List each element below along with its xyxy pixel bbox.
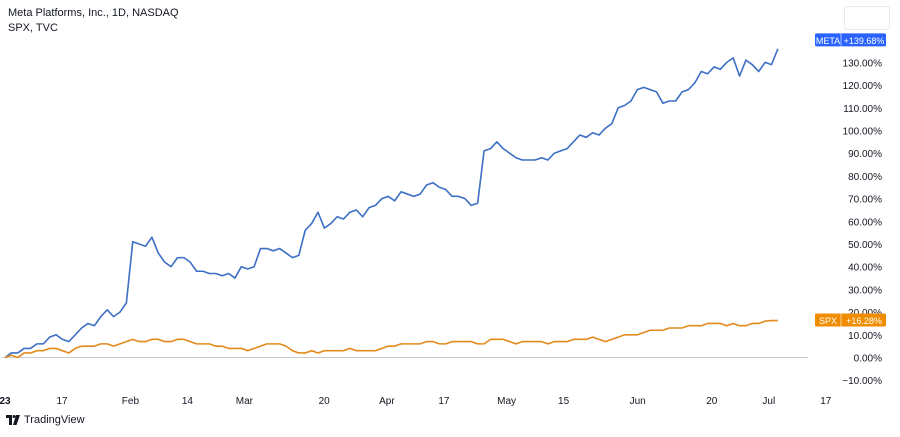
y-tick-label: 40.00% xyxy=(848,263,882,274)
chart-legend: Meta Platforms, Inc., 1D, NASDAQ SPX, TV… xyxy=(8,6,179,36)
x-tick-label: 14 xyxy=(182,396,194,407)
x-tick-label: 20 xyxy=(319,396,331,407)
x-tick-label: 17 xyxy=(820,396,832,407)
y-tick-label: −10.00% xyxy=(842,376,882,387)
y-tick-label: 130.00% xyxy=(843,58,883,69)
tradingview-brand[interactable]: TradingView xyxy=(6,414,85,426)
x-tick-label: May xyxy=(497,396,516,407)
y-tick-label: 100.00% xyxy=(843,127,883,138)
series-name-label: SPX xyxy=(819,316,837,326)
legend-compare-symbol[interactable]: SPX, TVC xyxy=(8,22,58,34)
chart-controls-box[interactable] xyxy=(844,6,890,30)
legend-main-symbol[interactable]: Meta Platforms, Inc., 1D, NASDAQ xyxy=(8,7,179,19)
x-tick-label: 17 xyxy=(438,396,450,407)
x-tick-label: Jul xyxy=(762,396,775,407)
x-tick-label: 15 xyxy=(558,396,570,407)
brand-name: TradingView xyxy=(24,414,85,426)
x-tick-label: Feb xyxy=(122,396,140,407)
series-value-label: +16.28% xyxy=(846,316,882,326)
y-tick-label: 0.00% xyxy=(854,354,882,365)
y-tick-label: 80.00% xyxy=(848,172,882,183)
series-line-meta[interactable] xyxy=(4,48,779,359)
series-value-label: +139.68% xyxy=(844,36,885,46)
x-tick-label: Mar xyxy=(236,396,254,407)
y-tick-label: 120.00% xyxy=(843,81,883,92)
x-tick-label: 20 xyxy=(706,396,718,407)
x-tick-label: Apr xyxy=(379,396,395,407)
y-tick-label: 10.00% xyxy=(848,331,882,342)
series-name-label: META xyxy=(816,36,840,46)
y-tick-label: 90.00% xyxy=(848,149,882,160)
last-value-tag-spx: SPX +16.28% xyxy=(815,313,886,327)
x-tick-label: Jun xyxy=(630,396,646,407)
x-tick-label: 23 xyxy=(0,396,11,407)
y-tick-label: 30.00% xyxy=(848,285,882,296)
y-tick-label: 60.00% xyxy=(848,217,882,228)
series-line-spx[interactable] xyxy=(4,319,778,359)
tradingview-logo-icon xyxy=(6,415,20,425)
x-tick-label: 17 xyxy=(56,396,68,407)
y-tick-label: 50.00% xyxy=(848,240,882,251)
last-value-tag-meta: META +139.68% xyxy=(815,33,886,47)
y-tick-label: 110.00% xyxy=(843,104,882,115)
y-tick-label: 70.00% xyxy=(848,195,882,206)
